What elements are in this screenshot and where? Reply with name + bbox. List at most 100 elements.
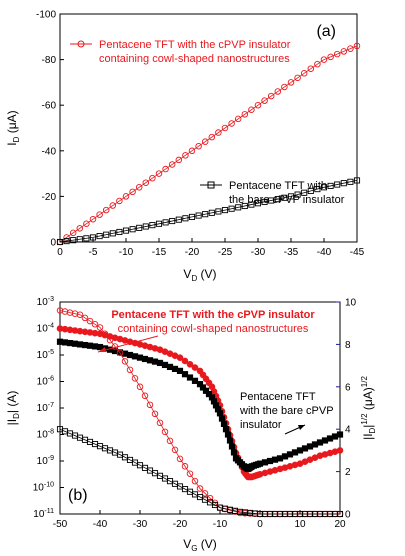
chart-a-series-1-point	[116, 228, 123, 236]
chart-a-series-0-point	[347, 45, 354, 52]
chart-b-x-tick-label: -40	[93, 519, 108, 530]
chart-b-left-y-tick-label: 10-4	[37, 323, 54, 335]
chart-b-series-2-point	[166, 437, 174, 445]
chart-a-series-1-point	[103, 231, 110, 238]
chart-a-series-0-point	[241, 111, 249, 118]
chart-b-left-y-tick-label: 10-11	[33, 508, 54, 520]
chart-b-series-1-point	[186, 374, 194, 381]
chart-b-series-1-point	[226, 437, 234, 444]
chart-a-x-ticks: 0 -5 -10 -15 -20 -25 -30 -35 -40 -45	[57, 238, 365, 258]
chart-a-series-0-point	[267, 92, 275, 100]
chart-b-marks	[56, 307, 344, 518]
chart-b-series-3-point	[336, 510, 344, 518]
chart-a-series-0-point	[234, 115, 242, 123]
chart-b-left-y-tick-label: 10-9	[37, 455, 54, 467]
chart-a-series-1-point	[221, 207, 229, 214]
chart-b-series-2-point	[106, 336, 114, 344]
chart-a-series-0-point	[261, 97, 268, 104]
chart-b-series-2-point	[181, 463, 189, 470]
chart-a-series-1-point	[274, 196, 281, 203]
chart-a-series-0-point	[248, 106, 255, 114]
chart-a-series-1-point	[122, 227, 130, 234]
chart-b-x-tick-label: 20	[334, 519, 346, 530]
chart-a-series-0-point	[307, 65, 315, 72]
chart-a-series-1-point	[281, 194, 288, 201]
chart-a-series-0-point	[195, 142, 202, 150]
chart-a-series-1-point	[215, 208, 222, 215]
chart-b-right-y-tick-label: 2	[345, 467, 351, 478]
chart-b-left-y-axis-title: |ID| (A)	[5, 391, 21, 426]
chart-b-series-2-point	[161, 428, 169, 436]
chart-a-series-0-point	[281, 83, 288, 91]
chart-a-series-1-point	[109, 230, 116, 237]
chart-a-series-0-point	[83, 220, 90, 228]
chart-b-legend-label-red-2: containing cowl-shaped nanostructures	[118, 323, 309, 335]
chart-a-series-1-point	[314, 186, 321, 193]
chart-a-series-0-point	[221, 124, 229, 132]
chart-b-series-2-point	[171, 446, 179, 454]
chart-b-series-2-point	[141, 392, 149, 400]
chart-b-series-2-point	[121, 358, 129, 365]
chart-b-legend-label-black-3: insulator	[240, 419, 282, 431]
chart-a-series-1-point	[70, 237, 77, 244]
chart-a-series-1-point	[261, 198, 268, 205]
chart-a-legend-label-black-2: the bare cPVP insulator	[229, 194, 345, 206]
chart-a-series-1-point	[142, 223, 149, 230]
chart-a-series-line-0	[59, 45, 358, 243]
chart-b-series-2-point	[131, 375, 139, 382]
chart-a-series-1-point	[129, 226, 136, 233]
chart-a-series-1-point	[96, 233, 103, 240]
chart-b-series-2-point	[86, 317, 94, 325]
chart-b-left-y-tick-label: 10-8	[37, 429, 54, 441]
chart-a-legend-label-red-2: containing cowl-shaped nanostructures	[99, 53, 290, 65]
chart-a: 0 -5 -10 -15 -20 -25 -30 -35 -40 -45 0 -20 -40 -60 -8…	[5, 10, 365, 284]
chart-a-series-0-point	[182, 152, 189, 159]
chart-b-series-2-point	[156, 419, 164, 427]
chart-b-x-tick-label: -10	[213, 519, 228, 530]
chart-b-series-1-point	[224, 431, 232, 438]
chart-a-series-0-point	[135, 184, 143, 191]
chart-a-y-tick-label: -100	[36, 10, 56, 21]
chart-a-series-0-point	[274, 88, 282, 95]
chart-b-series-2-point	[126, 366, 134, 374]
chart-a-x-tick-label: -15	[152, 247, 167, 258]
chart-a-series-1-point	[208, 209, 215, 216]
chart-a-series-0-point	[314, 60, 321, 68]
chart-a-series-1-point	[347, 178, 354, 185]
chart-b-x-ticks: -50 -40 -30 -20 -10 0 10 20	[53, 510, 346, 530]
chart-a-x-tick-label: -25	[218, 247, 233, 258]
chart-a-legend: Pentacene TFT with the cPVP insulator co…	[70, 39, 345, 206]
chart-b-left-y-tick-label: 10-3	[37, 296, 54, 308]
chart-a-y-ticks: 0 -20 -40 -60 -80 -100	[36, 10, 64, 249]
chart-a-series-1-point	[89, 234, 97, 241]
chart-a-legend-label-red-1: Pentacene TFT with the cPVP insulator	[99, 39, 291, 51]
chart-b-left-y-tick-label: 10-7	[37, 402, 54, 414]
chart-a-series-1-point	[334, 181, 341, 188]
chart-b-series-0-point	[176, 354, 184, 361]
chart-b-x-tick-label: -50	[53, 519, 68, 530]
chart-a-series-0-point	[320, 56, 328, 63]
chart-a-series-1-point	[327, 182, 334, 189]
chart-b-x-tick-label: 10	[294, 519, 306, 530]
chart-b-left-y-tick-label: 10-10	[33, 482, 54, 494]
chart-b-annotation-arrowhead-black	[298, 425, 305, 430]
chart-b-series-line-3	[59, 428, 340, 515]
chart-b-series-2-point	[136, 383, 144, 391]
chart-b-series-1-point	[218, 415, 226, 422]
chart-b-series-1-point	[216, 410, 224, 417]
chart-a-marks	[56, 42, 361, 246]
chart-b-series-0-point	[191, 364, 199, 371]
chart-b-left-y-tick-label: 10-6	[37, 376, 54, 388]
chart-a-series-0-point	[162, 165, 169, 173]
chart-a-x-tick-label: -5	[89, 247, 98, 258]
chart-a-x-axis-title: VD (V)	[183, 267, 216, 283]
chart-b-series-2-point	[116, 349, 124, 357]
chart-a-series-0-point	[327, 53, 334, 61]
chart-a-series-1-point	[248, 201, 255, 208]
chart-b-series-2-point	[146, 401, 154, 409]
chart-a-y-tick-label: -40	[42, 146, 57, 157]
chart-a-series-1-point	[228, 205, 235, 212]
chart-b-series-2-point	[91, 321, 99, 328]
chart-b-series-2-point	[96, 324, 104, 331]
